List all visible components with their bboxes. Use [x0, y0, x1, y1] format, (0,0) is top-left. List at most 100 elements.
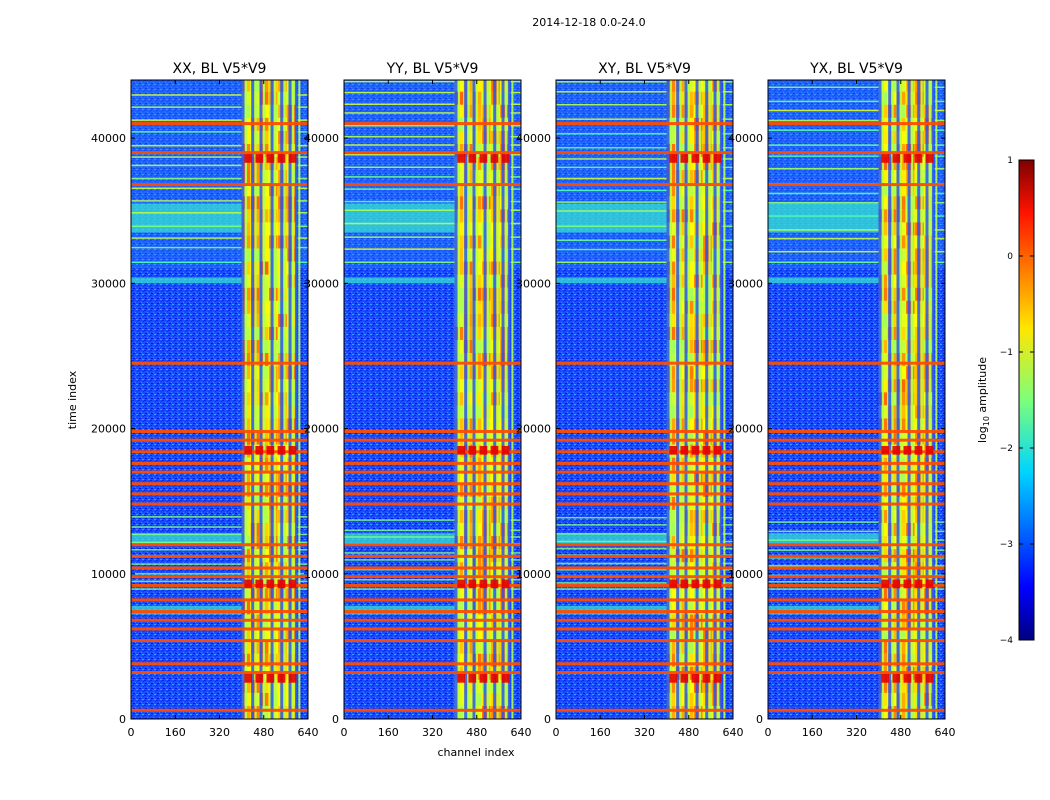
channel-gap — [464, 80, 468, 719]
y-tick-label: 0 — [332, 713, 339, 726]
y-tick-label: 10000 — [304, 568, 339, 581]
x-tick-label: 320 — [634, 726, 655, 739]
rfi-row — [344, 627, 521, 631]
rfi-row — [344, 662, 521, 666]
rfi-row — [768, 361, 945, 365]
rfi-row — [768, 429, 945, 433]
channel-gap — [472, 80, 476, 719]
rfi-row — [344, 450, 521, 454]
rfi-row — [768, 183, 945, 187]
rfi-row — [768, 639, 945, 643]
channel-gap — [888, 80, 892, 719]
panel-yy: YY, BL V5*V9 0 160 320 480 640 0 10000 20000 3000… — [304, 61, 532, 739]
cyan-band — [768, 203, 879, 233]
colorbar-gradient — [1018, 159, 1035, 641]
rfi-row — [344, 482, 521, 486]
rfi-row — [344, 470, 521, 474]
rfi-row — [344, 708, 521, 712]
rfi-row — [344, 122, 521, 126]
y-tick-label: 0 — [544, 713, 551, 726]
rfi-row — [556, 627, 733, 631]
panel-title: YX, BL V5*V9 — [809, 61, 903, 77]
channel-gap — [241, 80, 245, 719]
rfi-row — [556, 575, 733, 579]
rfi-row — [131, 151, 308, 155]
channel-gap — [925, 80, 929, 719]
rfi-row — [768, 461, 945, 465]
rfi-row — [556, 610, 733, 614]
rfi-row — [131, 662, 308, 666]
channel-gap — [501, 80, 505, 719]
channel-gap — [705, 80, 709, 719]
rfi-row — [556, 438, 733, 442]
y-tick-label: 30000 — [91, 277, 126, 290]
colorbar-label: log10 amplitude — [976, 357, 991, 443]
y-tick-label: 40000 — [304, 132, 339, 145]
rfi-row — [768, 575, 945, 579]
rfi-row — [131, 502, 308, 506]
x-tick-label: 160 — [378, 726, 399, 739]
y-tick-label: 20000 — [516, 423, 551, 436]
channel-gap — [907, 80, 911, 719]
rfi-row — [768, 450, 945, 454]
rfi-row — [344, 575, 521, 579]
y-tick-label: 30000 — [516, 277, 551, 290]
y-tick-label: 20000 — [304, 423, 339, 436]
colorbar-label-sub: 10 — [982, 416, 991, 426]
rfi-row — [556, 618, 733, 622]
panel-yx: YX, BL V5*V9 0 160 320 480 640 0 10000 20000 3000… — [728, 61, 956, 739]
x-tick-label: 480 — [890, 726, 911, 739]
channel-gap — [676, 80, 680, 719]
colorbar-tick-label: −4 — [1000, 636, 1014, 646]
rfi-row — [556, 461, 733, 465]
x-tick-label: 480 — [253, 726, 274, 739]
colorbar-label-log: log — [976, 426, 989, 443]
cyan-band — [768, 533, 879, 545]
cyan-band — [131, 533, 242, 545]
channel-gap — [259, 80, 263, 719]
x-tick-label: 480 — [678, 726, 699, 739]
channel-gap — [507, 80, 511, 719]
rfi-row — [131, 639, 308, 643]
heatmap-image — [131, 80, 308, 719]
rfi-row — [131, 450, 308, 454]
rfi-row — [768, 470, 945, 474]
rfi-row — [768, 122, 945, 126]
rfi-row — [556, 671, 733, 675]
panels-group: XX, BL V5*V9 0 160 320 480 640 0 10000 20000 3000… — [91, 61, 956, 739]
heatmap-image — [768, 80, 945, 719]
cyan-band — [768, 277, 879, 284]
channel-gap — [280, 80, 284, 719]
panel-title: XX, BL V5*V9 — [173, 61, 267, 77]
channel-gap — [684, 80, 688, 719]
y-tick-label: 40000 — [728, 132, 763, 145]
channel-gap — [294, 80, 298, 719]
x-tick-label: 640 — [935, 726, 956, 739]
y-tick-label: 20000 — [728, 423, 763, 436]
rfi-row — [556, 662, 733, 666]
rfi-row — [768, 554, 945, 558]
x-tick-label: 0 — [553, 726, 560, 739]
rfi-row — [556, 470, 733, 474]
channel-gap — [713, 80, 717, 719]
rfi-row — [556, 543, 733, 547]
rfi-row — [344, 438, 521, 442]
y-tick-label: 40000 — [516, 132, 551, 145]
colorbar: 10−1−2−3−4 log10 amplitude — [976, 156, 1035, 646]
rfi-row — [768, 618, 945, 622]
channel-gap — [931, 80, 935, 719]
rfi-row — [556, 554, 733, 558]
colorbar-tick-label: 0 — [1007, 252, 1013, 262]
y-tick-label: 20000 — [91, 423, 126, 436]
rfi-row — [768, 502, 945, 506]
channel-gap — [288, 80, 292, 719]
y-tick-label: 30000 — [728, 277, 763, 290]
rfi-row — [556, 583, 733, 587]
y-tick-label: 30000 — [304, 277, 339, 290]
cyan-band — [556, 277, 667, 284]
rfi-row — [768, 543, 945, 547]
channel-gap — [896, 80, 900, 719]
heatmap-image — [556, 80, 733, 719]
cyan-band — [131, 203, 242, 233]
y-tick-label: 40000 — [91, 132, 126, 145]
